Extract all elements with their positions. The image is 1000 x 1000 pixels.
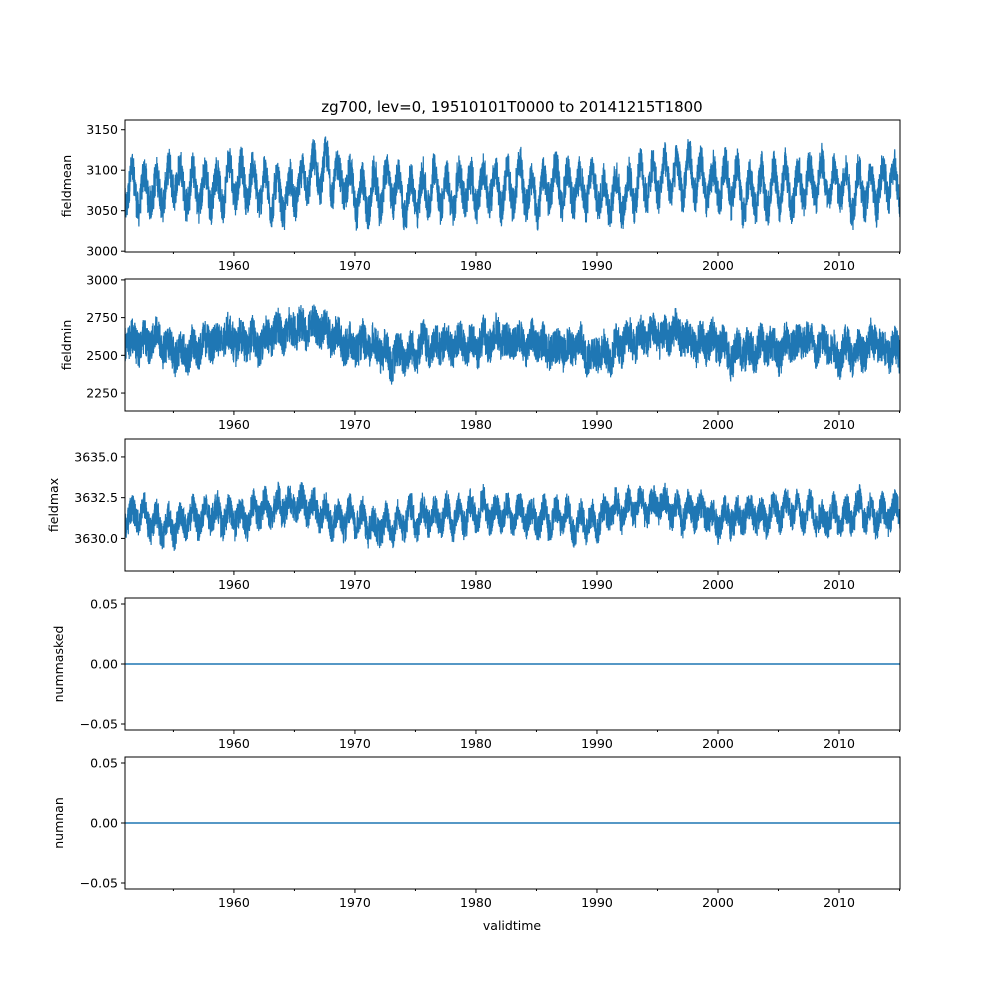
y-axis-label: nummasked [51,626,66,703]
y-axis-label: fieldmean [59,155,74,217]
axes-frame [124,278,901,412]
y-tick-label: 2250 [86,386,118,401]
panel-nummasked: −0.05 0.00 0.05 nummasked 1960 1970 1980 1990 20… [51,597,901,751]
y-axis-label: numnan [51,797,66,849]
x-tick-label: 1990 [581,417,613,432]
x-tick-label: 1970 [339,736,371,751]
x-tick-label: 1960 [218,417,250,432]
x-tick-label: 1990 [581,736,613,751]
y-tick-label: 0.00 [90,816,118,831]
x-tick-label: 2000 [702,895,734,910]
y-tick-label: 0.05 [90,597,118,612]
y-tick-label: 2500 [86,348,118,363]
y-tick-label: 2750 [86,310,118,325]
x-axis-label: validtime [483,918,541,933]
chart-title: zg700, lev=0, 19510101T0000 to 20141215T… [321,98,702,116]
series-line-fieldmax [125,481,900,551]
x-tick-label: 1960 [218,258,250,273]
x-tick-label: 2010 [823,895,855,910]
y-tick-label: 3100 [86,163,118,178]
axes-frame [124,119,901,253]
x-tick-label: 2000 [702,577,734,592]
x-tick-label: 1980 [460,417,492,432]
x-tick-label: 1970 [339,258,371,273]
x-tick-label: 1970 [339,417,371,432]
x-tick-label: 1970 [339,577,371,592]
panel-fieldmin: 2250 2500 2750 3000 fieldmin 1960 1970 1980 1990… [59,272,901,432]
x-tick-label: 1980 [460,258,492,273]
x-tick-label: 1960 [218,736,250,751]
x-tick-label: 2010 [823,417,855,432]
y-tick-label: 3050 [86,203,118,218]
y-axis-label: fieldmax [46,478,61,532]
axes-frame [124,438,901,572]
x-tick-label: 1980 [460,736,492,751]
x-tick-label: 1960 [218,895,250,910]
x-tick-label: 1960 [218,577,250,592]
y-tick-label: 0.00 [90,657,118,672]
y-tick-label: 3630.0 [74,531,118,546]
y-tick-label: 0.05 [90,756,118,771]
x-tick-label: 2000 [702,258,734,273]
x-tick-label: 2010 [823,258,855,273]
x-tick-label: 1990 [581,895,613,910]
x-tick-label: 2010 [823,736,855,751]
y-tick-label: 3000 [86,244,118,259]
x-tick-label: 1980 [460,577,492,592]
y-tick-label: 3150 [86,122,118,137]
x-tick-label: 2000 [702,736,734,751]
series-line-fieldmean [125,136,900,231]
y-tick-label: 3000 [86,272,118,287]
series-line-fieldmin [125,304,900,385]
y-tick-label: 3632.5 [74,490,118,505]
y-tick-label: −0.05 [80,717,118,732]
y-tick-label: −0.05 [80,876,118,891]
panel-fieldmax: 3630.0 3632.5 3635.0 fieldmax 1960 1970 1980 19… [46,438,901,592]
y-tick-label: 3635.0 [74,449,118,464]
x-tick-label: 1990 [581,577,613,592]
x-tick-label: 2000 [702,417,734,432]
x-tick-label: 2010 [823,577,855,592]
panel-fieldmean: 3000 3050 3100 3150 fieldmean 1960 1970 1980 199… [59,119,901,273]
x-tick-label: 1990 [581,258,613,273]
panel-numnan: −0.05 0.00 0.05 numnan 1960 1970 1980 1990 2000 2… [51,756,901,910]
x-tick-label: 1980 [460,895,492,910]
x-tick-label: 1970 [339,895,371,910]
y-axis-label: fieldmin [59,320,74,371]
